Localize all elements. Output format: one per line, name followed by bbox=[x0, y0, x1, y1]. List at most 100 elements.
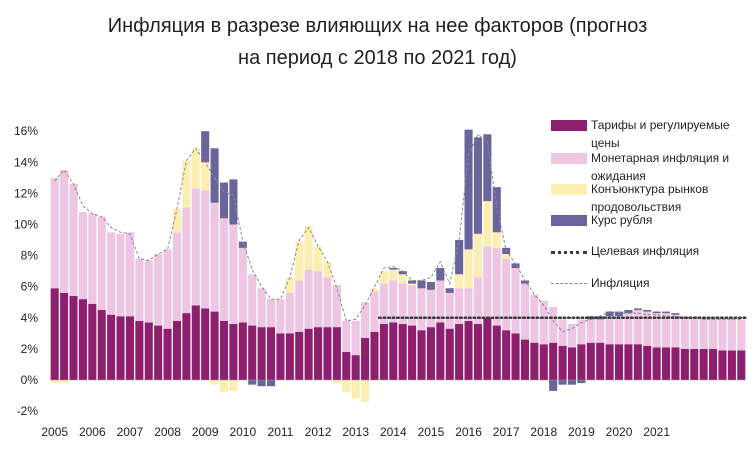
bar-segment-monetary bbox=[699, 317, 708, 349]
legend-swatch-ruble bbox=[551, 215, 587, 226]
bar-segment-monetary bbox=[633, 310, 642, 345]
x-tick-label: 2014 bbox=[380, 425, 407, 439]
bar-segment-food bbox=[483, 201, 492, 247]
y-tick-label: 12% bbox=[14, 186, 38, 200]
legend-line-target bbox=[551, 251, 587, 254]
bar-segment-tariffs bbox=[389, 322, 398, 380]
bar-segment-monetary bbox=[389, 280, 398, 323]
bar-segment-food bbox=[295, 241, 304, 281]
bar-segment-monetary bbox=[567, 324, 577, 348]
bar-segment-ruble bbox=[624, 310, 633, 314]
bar-segment-food bbox=[50, 380, 59, 384]
bar-segment-monetary bbox=[219, 218, 229, 321]
bar-segment-tariffs bbox=[248, 325, 257, 380]
x-tick-label: 2013 bbox=[342, 425, 369, 439]
legend-swatch-monetary bbox=[551, 153, 587, 164]
x-tick-label: 2012 bbox=[305, 425, 332, 439]
bar-segment-tariffs bbox=[605, 344, 614, 381]
bar-segment-tariffs bbox=[398, 324, 407, 380]
bar-segment-monetary bbox=[163, 249, 172, 329]
bar-segment-tariffs bbox=[285, 333, 294, 380]
bar-segment-food bbox=[351, 380, 360, 399]
bar-segment-monetary bbox=[737, 319, 746, 351]
bar-segment-tariffs bbox=[483, 317, 492, 380]
bar-segment-ruble bbox=[445, 288, 454, 293]
legend-label-inflation: Инфляция bbox=[591, 276, 650, 290]
bar-segment-tariffs bbox=[408, 325, 417, 380]
bar-segment-tariffs bbox=[276, 333, 285, 380]
bar-segment-tariffs bbox=[662, 347, 671, 381]
bar-segment-tariffs bbox=[727, 350, 736, 380]
bar-segment-tariffs bbox=[436, 322, 445, 380]
bar-segment-ruble bbox=[643, 310, 652, 312]
bar-segment-ruble bbox=[511, 263, 520, 269]
bar-segment-monetary bbox=[295, 280, 304, 332]
bar-segment-tariffs bbox=[144, 322, 153, 380]
y-tick-label: 16% bbox=[14, 124, 38, 138]
bar-segment-ruble bbox=[210, 148, 219, 203]
bar-segment-ruble bbox=[436, 268, 445, 281]
bar-segment-tariffs bbox=[671, 347, 680, 381]
bar-segment-food bbox=[502, 254, 511, 259]
bar-segment-tariffs bbox=[69, 296, 78, 380]
bar-segment-monetary bbox=[520, 283, 530, 340]
bar-segment-monetary bbox=[483, 246, 492, 318]
bar-segment-ruble bbox=[266, 380, 276, 387]
bar-segment-food bbox=[229, 380, 238, 391]
bar-segment-tariffs bbox=[492, 325, 501, 380]
bar-segment-ruble bbox=[520, 280, 530, 284]
bar-segment-tariffs bbox=[351, 355, 360, 380]
bar-segment-tariffs bbox=[718, 350, 727, 380]
bar-segment-ruble bbox=[417, 280, 426, 289]
bar-segment-food bbox=[342, 380, 351, 393]
bar-segment-ruble bbox=[229, 179, 238, 225]
bar-segment-tariffs bbox=[323, 327, 332, 380]
bar-segment-monetary bbox=[558, 319, 567, 346]
bar-segment-monetary bbox=[257, 288, 266, 328]
y-tick-label: -2% bbox=[17, 404, 39, 418]
bar-segment-monetary bbox=[60, 170, 69, 293]
bar-segment-ruble bbox=[398, 271, 407, 275]
y-tick-label: 6% bbox=[21, 280, 39, 294]
bar-segment-tariffs bbox=[163, 328, 172, 380]
legend-label-monetary: Монетарная инфляция и ожидания bbox=[591, 151, 730, 183]
x-tick-label: 2019 bbox=[568, 425, 595, 439]
bar-segment-monetary bbox=[445, 292, 454, 329]
bar-segment-tariffs bbox=[549, 342, 558, 380]
bar-segment-monetary bbox=[332, 285, 341, 328]
bar-segment-monetary bbox=[379, 283, 388, 325]
bar-segment-ruble bbox=[201, 131, 210, 163]
bar-segment-tariffs bbox=[567, 347, 577, 381]
bar-segment-tariffs bbox=[78, 299, 87, 380]
x-tick-label: 2016 bbox=[455, 425, 482, 439]
bar-segment-ruble bbox=[455, 240, 464, 275]
bar-segment-monetary bbox=[144, 260, 153, 323]
bar-segment-tariffs bbox=[135, 320, 144, 380]
bar-segment-food bbox=[332, 380, 341, 384]
bar-segment-monetary bbox=[577, 319, 586, 345]
legend-line-inflation bbox=[551, 283, 587, 284]
bar-segment-tariffs bbox=[257, 327, 266, 380]
bar-segment-tariffs bbox=[154, 325, 163, 380]
bar-segment-monetary bbox=[398, 283, 407, 325]
bar-segment-tariffs bbox=[699, 348, 708, 380]
bar-segment-monetary bbox=[88, 213, 97, 304]
bar-segment-monetary bbox=[304, 269, 313, 329]
bar-segment-tariffs bbox=[266, 327, 276, 380]
bar-segment-tariffs bbox=[709, 348, 718, 380]
bar-segment-ruble bbox=[671, 313, 680, 315]
bar-segment-monetary bbox=[690, 316, 699, 349]
bar-segment-monetary bbox=[718, 317, 727, 351]
y-tick-label: 10% bbox=[14, 218, 38, 232]
x-tick-label: 2005 bbox=[41, 425, 68, 439]
x-tick-label: 2009 bbox=[192, 425, 219, 439]
bar-segment-tariffs bbox=[88, 303, 97, 381]
bar-segment-food bbox=[398, 274, 407, 284]
bar-segment-monetary bbox=[191, 188, 200, 306]
bar-segment-tariffs bbox=[60, 292, 69, 380]
x-tick-label: 2015 bbox=[418, 425, 445, 439]
bar-segment-food bbox=[361, 380, 370, 402]
bar-segment-monetary bbox=[408, 285, 417, 326]
bar-segment-ruble bbox=[549, 380, 558, 391]
bar-segment-food bbox=[323, 261, 332, 278]
